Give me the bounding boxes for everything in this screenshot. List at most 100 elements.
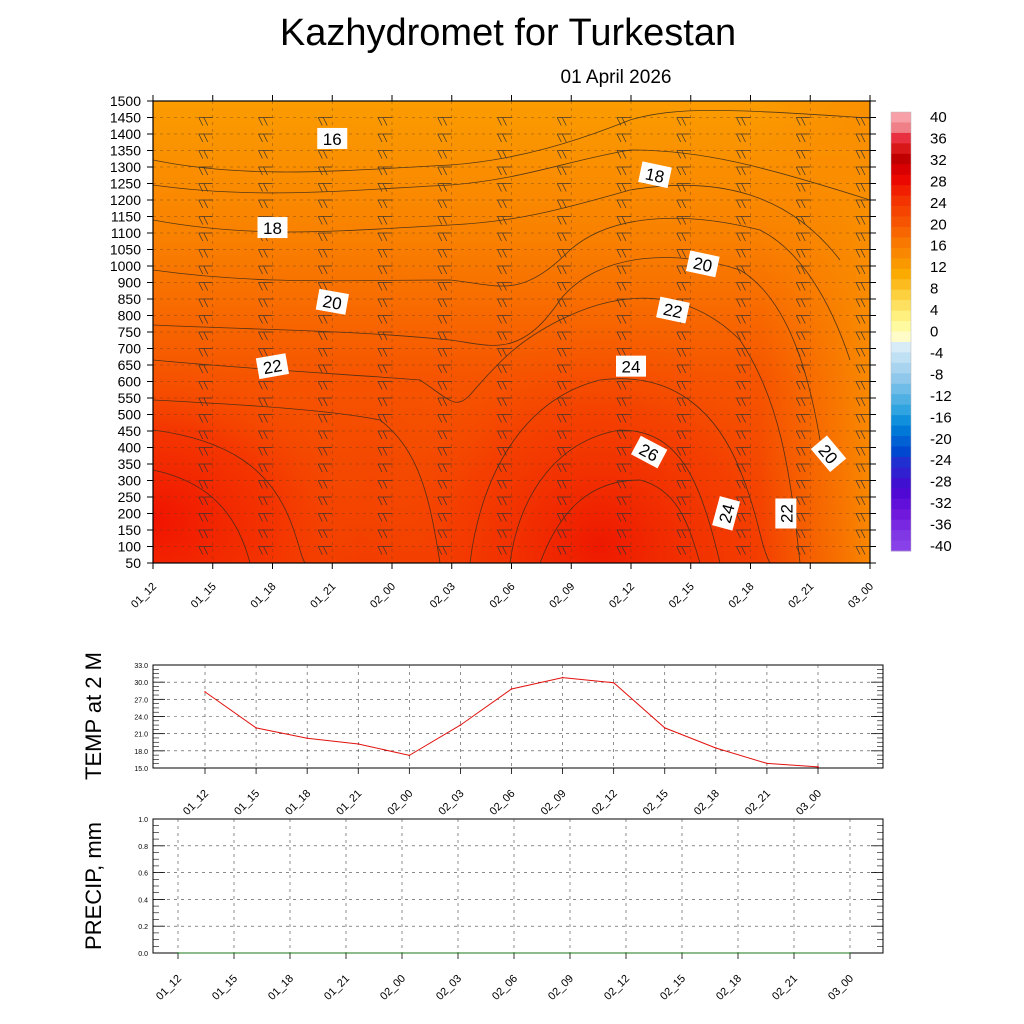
xtick-label: 02_15 bbox=[658, 973, 688, 1003]
colorbar-swatch bbox=[891, 331, 911, 343]
contour-label-text: 20 bbox=[321, 292, 343, 314]
ytick-label: 33.0 bbox=[134, 663, 148, 670]
series-point bbox=[561, 676, 564, 679]
xtick-label: 02_00 bbox=[385, 788, 415, 818]
series-point bbox=[513, 952, 515, 954]
colorbar-swatch bbox=[891, 195, 911, 207]
series-point bbox=[408, 754, 411, 757]
series-point bbox=[793, 952, 795, 954]
wind-barb bbox=[139, 134, 153, 142]
colorbar-label: -4 bbox=[930, 345, 943, 362]
colorbar-swatch bbox=[891, 362, 911, 374]
cs-ytick-label: 550 bbox=[118, 390, 142, 406]
wind-barb bbox=[139, 316, 153, 324]
xtick-label: 02_21 bbox=[770, 973, 800, 1003]
wind-barb bbox=[139, 547, 153, 555]
ytick-label: 30.0 bbox=[134, 680, 148, 687]
cs-xtick-label: 01_15 bbox=[189, 581, 219, 611]
series-point bbox=[233, 952, 235, 954]
xtick-label: 02_06 bbox=[488, 788, 518, 818]
cs-ytick-label: 350 bbox=[118, 456, 142, 472]
xtick-label: 01_21 bbox=[322, 973, 352, 1003]
cs-xtick-label: 02_09 bbox=[547, 581, 577, 611]
cs-ytick-label: 900 bbox=[118, 275, 142, 291]
wind-barb bbox=[139, 118, 153, 126]
cs-xtick-label: 01_12 bbox=[129, 581, 159, 611]
xtick-label: 02_06 bbox=[490, 973, 520, 1003]
contour-label: 18 bbox=[257, 217, 288, 239]
cs-xtick-label: 02_12 bbox=[607, 581, 637, 611]
wind-barb bbox=[139, 497, 153, 505]
contour-line bbox=[153, 399, 441, 563]
contour-label: 22 bbox=[775, 498, 797, 529]
colorbar-swatch bbox=[891, 258, 911, 270]
cross-section-plot: 5010015020025030035040045050055060065070… bbox=[110, 93, 876, 611]
series-point bbox=[401, 952, 403, 954]
colorbar-label: 12 bbox=[930, 259, 947, 276]
contour-label: 24 bbox=[712, 496, 741, 531]
xtick-label: 02_12 bbox=[602, 973, 632, 1003]
cs-ytick-label: 50 bbox=[125, 555, 141, 571]
cs-xtick-label: 01_21 bbox=[308, 581, 338, 611]
ytick-label: 18.0 bbox=[134, 749, 148, 756]
ytick-label: 27.0 bbox=[134, 697, 148, 704]
ytick-label: 21.0 bbox=[134, 732, 148, 739]
colorbar-label: 8 bbox=[930, 281, 938, 298]
contour-line bbox=[539, 479, 701, 563]
cs-xtick-label: 02_00 bbox=[368, 581, 398, 611]
series-point bbox=[849, 952, 851, 954]
ytick-label: 15.0 bbox=[134, 766, 148, 773]
cs-ytick-label: 450 bbox=[118, 423, 142, 439]
xtick-label: 02_09 bbox=[546, 973, 576, 1003]
colorbar-label: 40 bbox=[930, 109, 947, 126]
wind-barb bbox=[139, 398, 153, 406]
colorbar-swatch bbox=[891, 132, 911, 144]
colorbar-swatch bbox=[891, 247, 911, 259]
colorbar-label: -28 bbox=[930, 474, 952, 491]
cs-ytick-label: 1400 bbox=[110, 126, 141, 142]
colorbar-swatch bbox=[891, 321, 911, 332]
cs-xtick-label: 03_00 bbox=[846, 581, 876, 611]
colorbar-swatch bbox=[891, 373, 911, 385]
contour-line bbox=[153, 429, 306, 563]
colorbar-swatch bbox=[891, 300, 911, 311]
cs-ytick-label: 500 bbox=[118, 407, 142, 423]
xtick-label: 01_12 bbox=[154, 973, 184, 1003]
precipitation-ylabel: PRECIP, mm bbox=[81, 822, 106, 950]
colorbar-swatch bbox=[891, 174, 911, 186]
xtick-label: 02_15 bbox=[641, 788, 671, 818]
wind-barb bbox=[139, 530, 153, 538]
colorbar-label: -24 bbox=[930, 452, 952, 469]
cs-xtick-label: 02_18 bbox=[727, 581, 757, 611]
xtick-label: 02_18 bbox=[692, 788, 722, 818]
colorbar-swatch bbox=[891, 226, 911, 238]
ytick-label: 0.0 bbox=[138, 951, 148, 958]
series-point bbox=[459, 724, 462, 726]
series-point bbox=[457, 952, 459, 954]
colorbar-frame bbox=[890, 111, 912, 552]
colorbar-swatch bbox=[891, 404, 911, 416]
wind-barb bbox=[139, 233, 153, 241]
colorbar-label: 24 bbox=[930, 195, 947, 212]
contour-label-text: 18 bbox=[263, 219, 282, 238]
cs-ytick-label: 250 bbox=[118, 489, 142, 505]
colorbar-swatch bbox=[891, 519, 911, 531]
cs-ytick-label: 750 bbox=[118, 324, 142, 340]
chart-title: Kazhydromet for Turkestan bbox=[280, 12, 736, 54]
cs-ytick-label: 600 bbox=[118, 374, 142, 390]
xtick-label: 02_18 bbox=[714, 973, 744, 1003]
series-point bbox=[569, 952, 571, 954]
ytick-label: 0.4 bbox=[138, 897, 148, 904]
cs-ytick-label: 800 bbox=[118, 308, 142, 324]
colorbar-swatch bbox=[891, 143, 911, 155]
xtick-label: 02_21 bbox=[743, 788, 773, 818]
colorbar-label: -36 bbox=[930, 517, 952, 534]
wind-barb bbox=[139, 415, 153, 423]
series-point bbox=[612, 681, 615, 684]
contour-line bbox=[509, 429, 721, 563]
cs-ytick-label: 700 bbox=[118, 341, 142, 357]
contour-label: 20 bbox=[685, 250, 720, 278]
colorbar-swatch bbox=[891, 122, 911, 134]
wind-barb bbox=[139, 200, 153, 208]
